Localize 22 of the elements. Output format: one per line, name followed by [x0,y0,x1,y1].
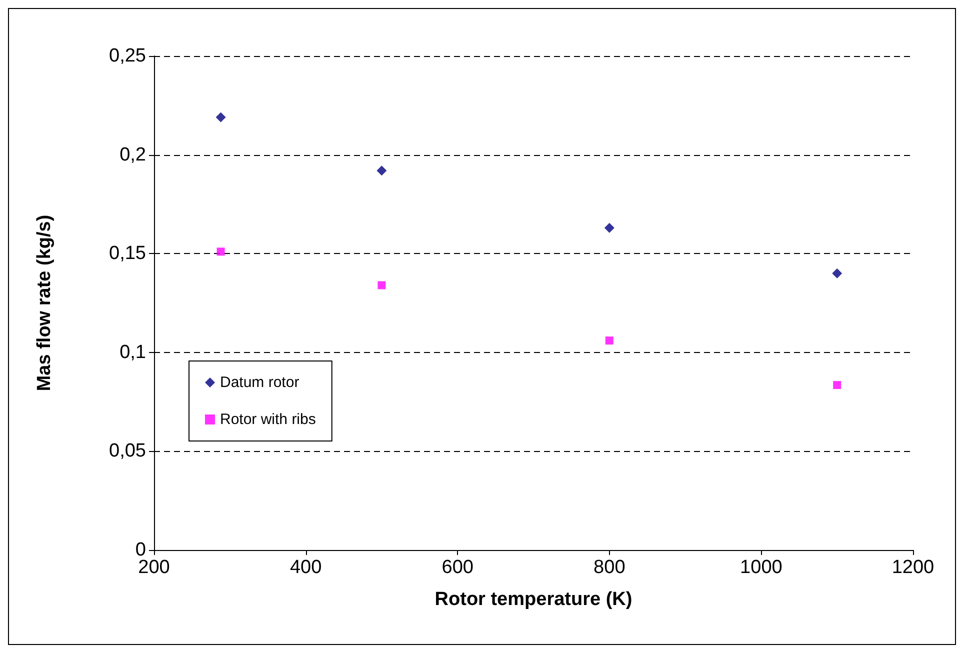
point [216,112,226,122]
x-tick-label: 1000 [740,557,782,578]
legend-label: Datum rotor [220,374,300,391]
point [376,166,387,176]
point [604,222,614,233]
y-axis-title: Mas flow rate (kg/s) [34,214,55,392]
y-tick-label: 0,2 [120,144,146,166]
x-tick-label: 1200 [892,557,934,578]
legend-label: Rotor with ribs [220,411,316,428]
point [605,336,614,345]
point [378,281,386,290]
y-tick-label: 0,05 [109,440,146,462]
y-tick-label: 0,15 [109,243,146,264]
point [216,248,225,256]
y-tick-label: 0,25 [109,46,146,66]
x-tick-label: 800 [594,557,626,578]
x-axis-title: Rotor temperature (K) [434,589,632,610]
point [832,268,842,278]
y-tick-label: 0,1 [120,342,146,363]
point [833,381,842,390]
x-tick-label: 400 [290,557,322,578]
x-tick-label: 600 [442,557,474,578]
